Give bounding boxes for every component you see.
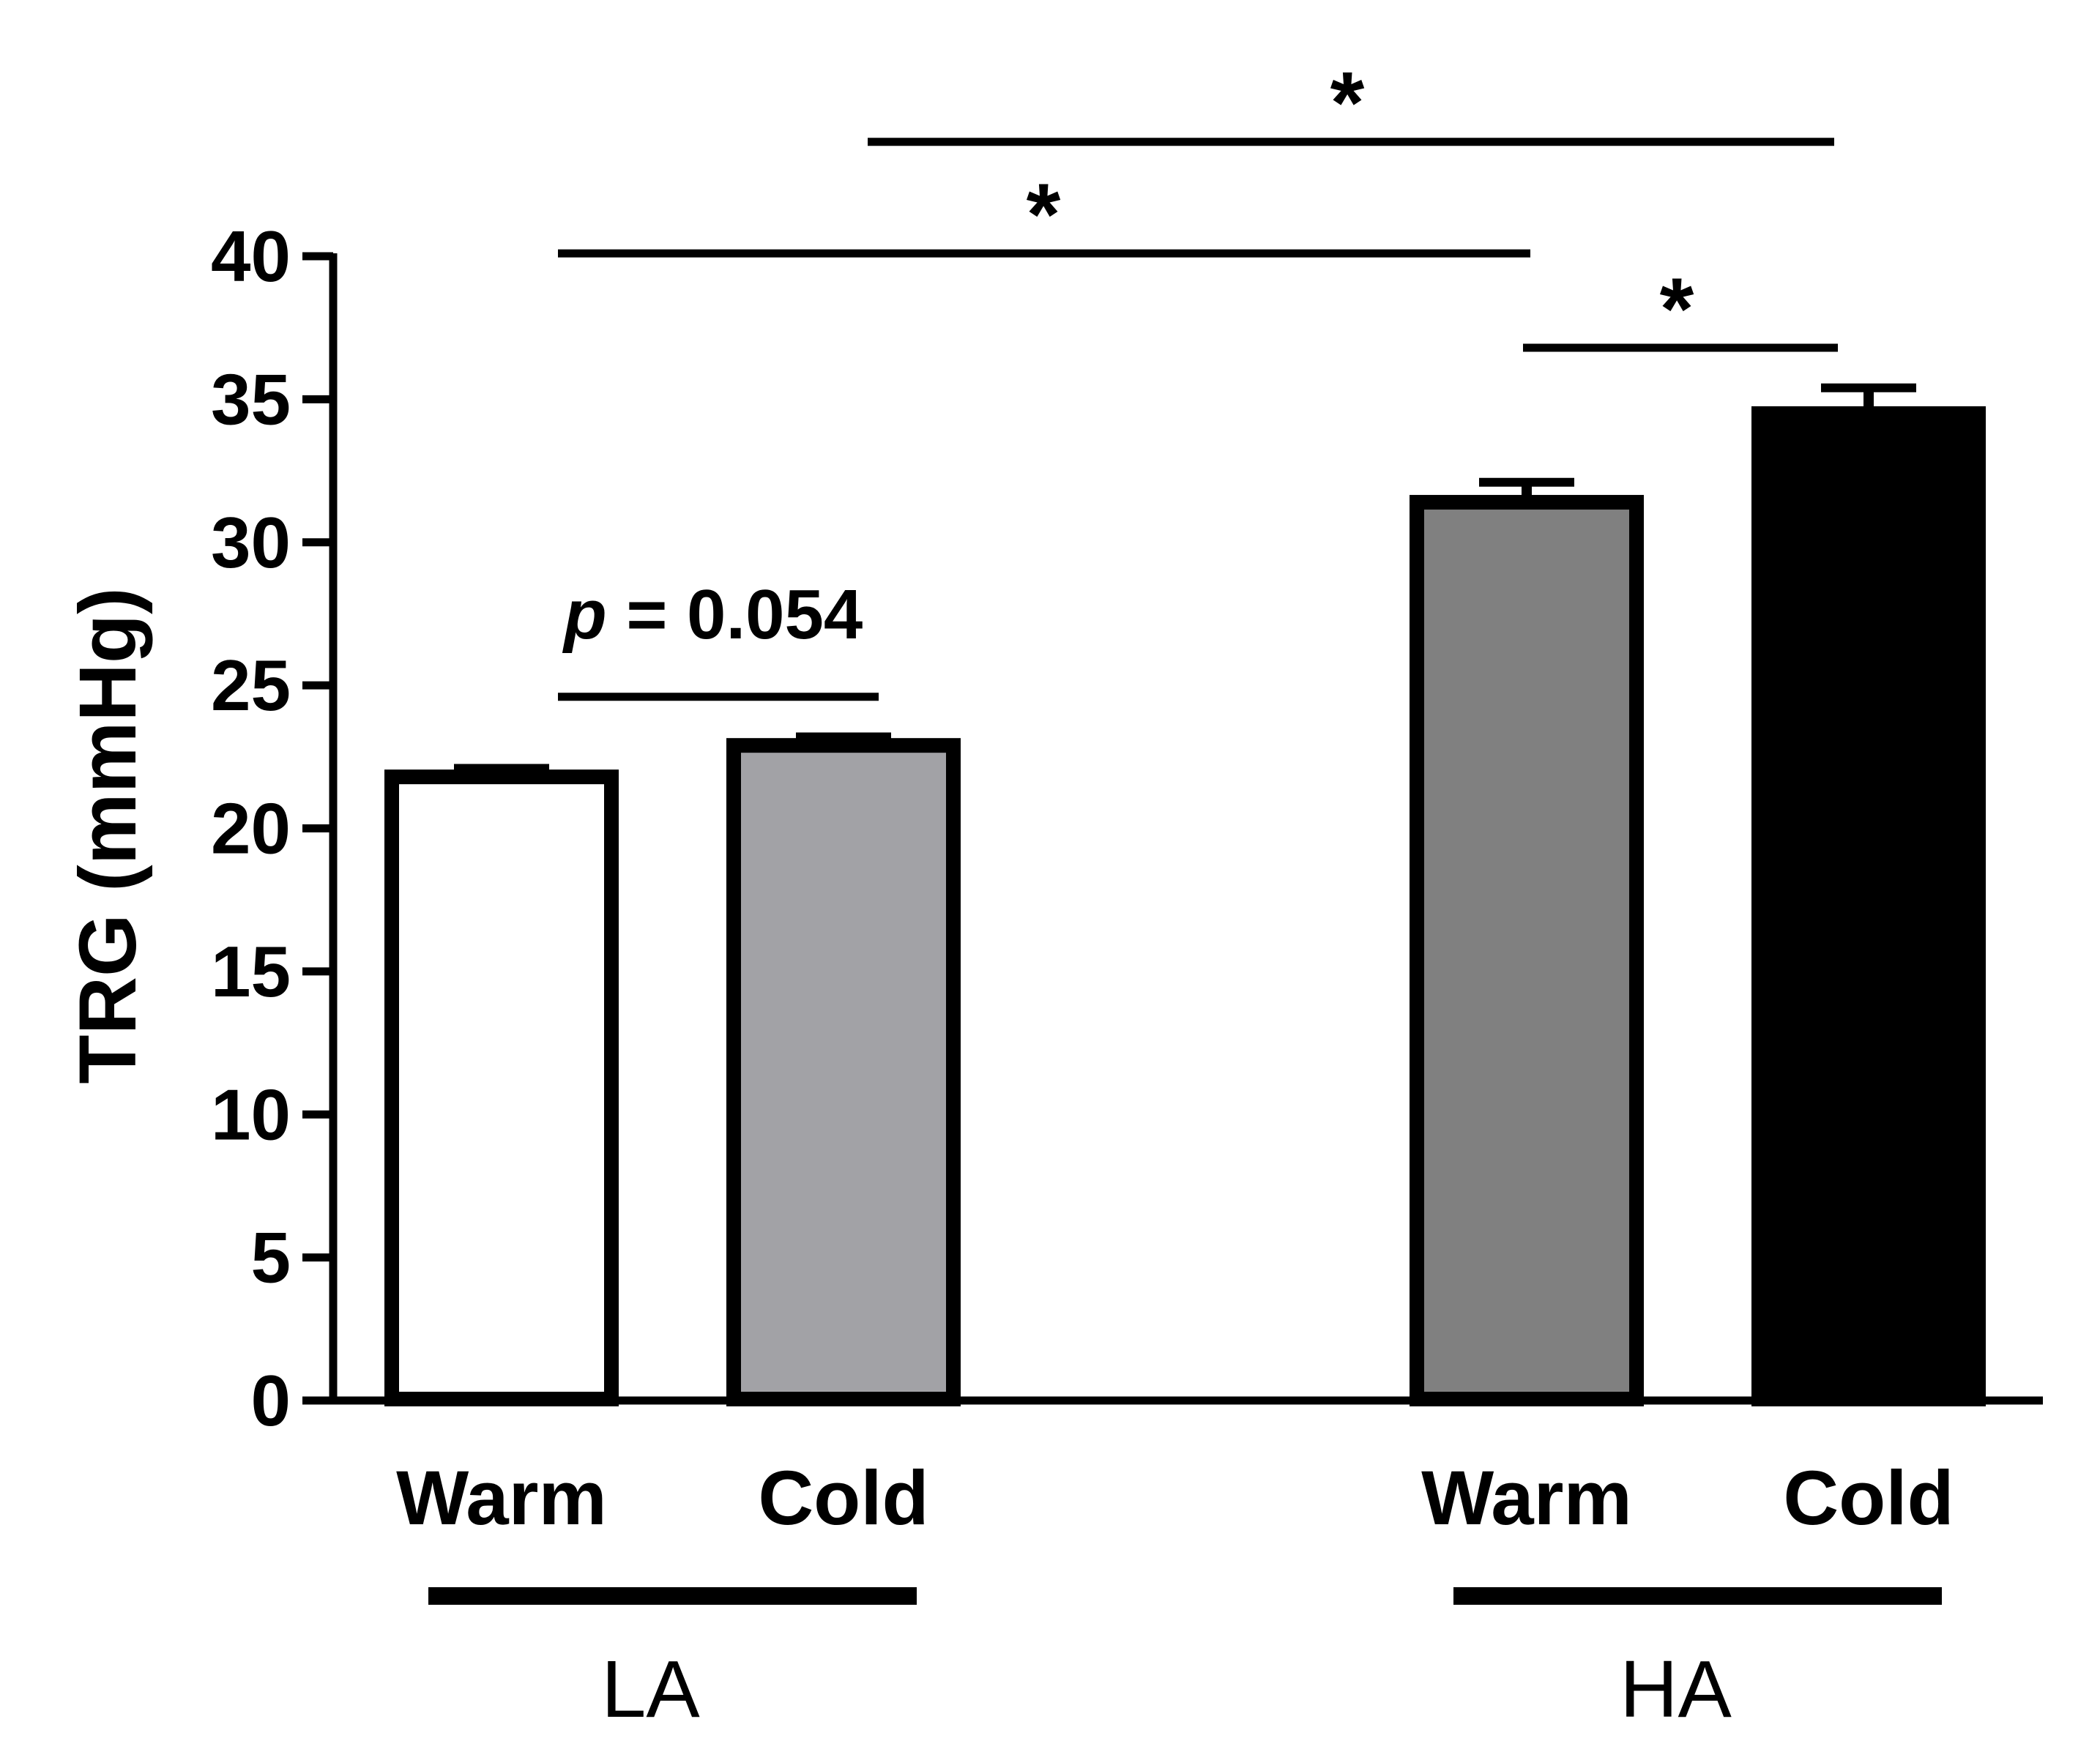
category-label: Warm — [1421, 1455, 1632, 1541]
y-tick-label: 25 — [211, 645, 291, 726]
y-tick-label: 5 — [250, 1217, 291, 1298]
significance-star: * — [1660, 260, 1694, 358]
significance-star: * — [1330, 54, 1365, 152]
significance-star: * — [1027, 165, 1061, 264]
bar-ha-cold — [1751, 406, 1986, 1406]
y-tick-label: 0 — [250, 1360, 291, 1441]
annotations: * * * p = 0.054 — [558, 54, 1838, 701]
y-tick-label: 35 — [211, 359, 291, 439]
axes: 0 5 10 15 20 25 30 35 40 — [211, 216, 2043, 1441]
category-label: Cold — [758, 1455, 928, 1541]
category-labels: Warm Cold Warm Cold — [396, 1455, 1954, 1541]
bar-la-cold — [726, 738, 961, 1406]
category-label: Warm — [396, 1455, 607, 1541]
group-label: HA — [1620, 1644, 1732, 1734]
y-tick-label: 30 — [211, 502, 291, 583]
y-tick-label: 20 — [211, 788, 291, 869]
bars — [384, 383, 1986, 1407]
p-value-label: p = 0.054 — [562, 575, 863, 654]
y-tick-label: 10 — [211, 1074, 291, 1155]
group-label: LA — [601, 1644, 700, 1734]
group-brackets: LA HA — [428, 1587, 1942, 1734]
y-axis-label: TRG (mmHg) — [63, 587, 153, 1084]
bar-ha-warm — [1410, 495, 1644, 1406]
bar-la-warm — [384, 769, 619, 1407]
category-label: Cold — [1783, 1455, 1954, 1541]
y-tick-label: 40 — [211, 216, 291, 297]
y-tick-label: 15 — [211, 931, 291, 1012]
